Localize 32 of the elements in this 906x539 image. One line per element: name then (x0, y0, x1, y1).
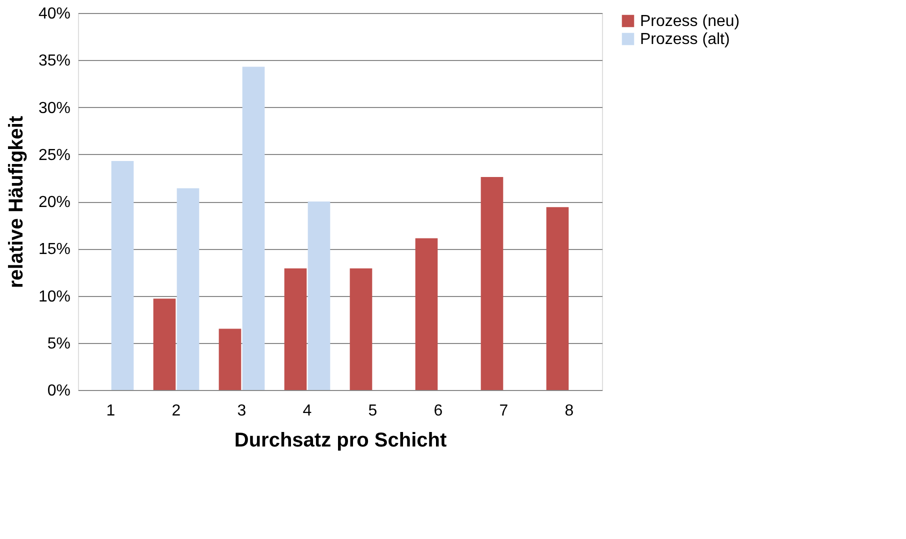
y-tick-label: 10% (38, 288, 70, 306)
bar (284, 268, 307, 390)
legend-label: Prozess (alt) (640, 31, 730, 48)
x-axis-title: Durchsatz pro Schicht (234, 430, 447, 452)
y-tick-label: 15% (38, 241, 70, 258)
bar (153, 298, 176, 390)
bar (218, 328, 242, 390)
x-tick-label: 8 (564, 402, 574, 420)
bar (546, 207, 569, 390)
x-tick-label: 6 (434, 402, 443, 420)
y-tick-label: 5% (47, 335, 70, 352)
x-tick-label: 4 (302, 402, 312, 420)
y-tick-label: 40% (38, 6, 70, 22)
y-tick-label: 25% (38, 146, 70, 164)
x-tick-label: 2 (172, 402, 181, 420)
y-tick-label: 35% (38, 52, 70, 70)
bar (111, 160, 134, 390)
x-tick-label: 3 (237, 402, 246, 420)
bar (415, 238, 438, 390)
bar (480, 176, 504, 390)
x-tick-label: 1 (106, 402, 116, 420)
y-tick-label: 0% (47, 382, 70, 400)
bar (176, 188, 200, 390)
y-tick-label: 30% (38, 100, 70, 117)
bar (350, 268, 372, 390)
y-tick-label: 20% (38, 194, 70, 211)
x-tick-label: 5 (368, 402, 378, 420)
y-axis-title: relative Häufigkeit (5, 116, 28, 288)
x-tick-label: 7 (499, 402, 508, 420)
bar (242, 66, 265, 390)
legend-label: Prozess (neu) (640, 13, 740, 30)
bar (308, 202, 330, 390)
